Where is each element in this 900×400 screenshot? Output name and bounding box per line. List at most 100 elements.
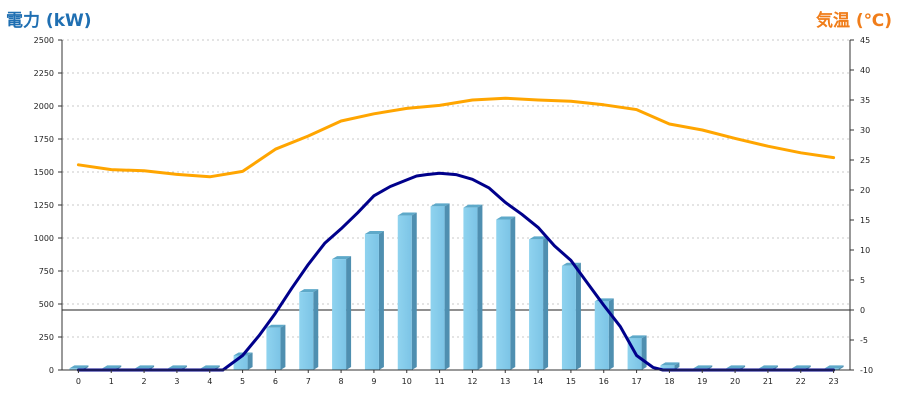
x-tick-label: 3 [174,377,179,386]
left-tick-label: 1250 [34,201,54,210]
power-line [76,171,836,372]
bar-top [726,365,746,369]
temperature-line [76,96,836,179]
left-tick-label: 500 [39,300,54,309]
left-tick-label: 250 [39,333,54,342]
x-tick-label: 9 [371,377,376,386]
bar-side [543,236,549,370]
bar-top [791,365,811,369]
x-tick-label: 7 [306,377,311,386]
x-tick-label: 11 [434,377,444,386]
bar [397,215,412,370]
bar-top [660,362,680,366]
left-tick-label: 1000 [34,234,54,243]
bar-top [693,365,713,369]
bar-top [364,231,384,235]
bar-top [430,203,450,207]
bar-side [641,335,647,370]
right-axis-title: 気温 (℃) [815,11,892,31]
x-tick-label: 18 [664,377,674,386]
bar [69,368,84,370]
bar [266,327,281,370]
x-tick-label: 2 [142,377,147,386]
bar-side [280,324,286,370]
right-tick-label: -10 [860,366,873,375]
x-tick-label: 13 [500,377,510,386]
left-axis-title: 電力 (kW) [6,11,92,31]
x-tick-label: 6 [273,377,278,386]
left-tick-label: 1500 [34,168,54,177]
bar-top [167,365,187,369]
bar [299,292,314,370]
bar-top [561,262,581,266]
x-tick-label: 14 [533,377,543,386]
bar-top [200,365,220,369]
right-tick-label: 20 [860,186,870,195]
bar-top [102,365,122,369]
bar-side [838,365,844,370]
bar [594,301,609,370]
bar [496,219,511,370]
bar-side [378,231,384,370]
left-tick-label: 750 [39,267,54,276]
bar-side [346,256,352,370]
right-tick-label: -5 [860,336,868,345]
grid-layer [62,39,850,338]
bar-side [608,298,614,370]
x-tick-label: 8 [339,377,344,386]
bar-top [463,204,483,208]
bar-side [510,216,516,370]
bar-top [529,236,549,240]
left-tick-label: 2500 [34,36,54,45]
axis-layer: 02505007501000125015001750200022502500-1… [34,36,873,386]
x-tick-label: 12 [467,377,477,386]
bar-side [575,262,581,370]
x-tick-label: 23 [828,377,838,386]
right-tick-label: 40 [860,66,870,75]
bar-side [313,289,319,370]
bar [332,259,347,370]
x-tick-label: 19 [697,377,707,386]
x-tick-label: 22 [796,377,806,386]
line-layer [76,96,836,372]
right-tick-label: 35 [860,96,870,105]
bar-top [627,335,647,339]
bar-top [332,256,352,260]
left-tick-label: 2000 [34,102,54,111]
right-tick-label: 45 [860,36,870,45]
bar [660,365,675,370]
bar-side [477,204,483,370]
x-tick-label: 10 [402,377,412,386]
bar-layer [69,203,844,370]
right-tick-label: 25 [860,156,870,165]
right-tick-label: 0 [860,306,865,315]
bar-side [247,352,253,370]
bar-top [266,324,286,328]
x-tick-label: 5 [240,377,245,386]
bar-side [674,362,680,370]
bar-top [69,365,89,369]
x-tick-label: 16 [599,377,609,386]
x-tick-label: 15 [566,377,576,386]
bar-top [299,289,319,293]
x-tick-label: 4 [207,377,212,386]
left-tick-label: 0 [49,366,54,375]
bar [561,265,576,370]
bar [463,207,478,370]
bar-side [411,212,417,370]
bar [529,239,544,370]
bar-top [758,365,778,369]
x-tick-label: 21 [763,377,773,386]
bar [364,234,379,370]
bar-top [496,216,516,220]
bar [430,206,445,370]
x-tick-label: 0 [76,377,81,386]
right-tick-label: 10 [860,246,870,255]
bar-side [444,203,450,370]
x-tick-label: 17 [631,377,641,386]
left-tick-label: 1750 [34,135,54,144]
bar-top [397,212,417,216]
right-tick-label: 15 [860,216,870,225]
bar-top [135,365,155,369]
